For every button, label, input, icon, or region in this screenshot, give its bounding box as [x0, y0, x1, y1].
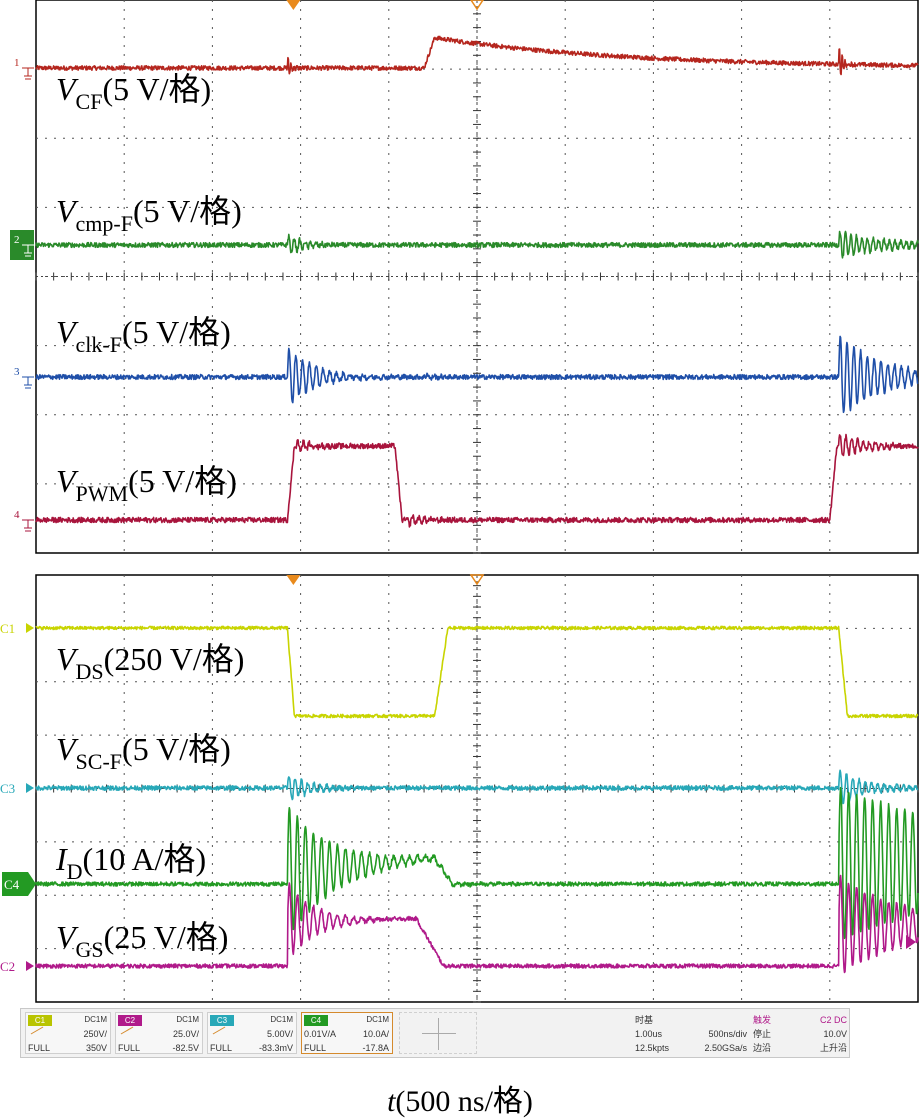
timebase-scale: 500ns/div: [708, 1029, 747, 1039]
slope-icon: [120, 1026, 134, 1035]
plus-icon-h: [422, 1033, 456, 1034]
channel-c1-box[interactable]: C1 DC1M 250V/ FULL 350V: [25, 1012, 111, 1054]
series-label: ID(10 A/格): [55, 841, 206, 884]
trigger-delay-icon: [469, 574, 485, 586]
channel-c3-coupling: DC1M: [270, 1015, 293, 1024]
channel-c2-badge: C2: [118, 1015, 142, 1026]
channel-marker-label: C1: [0, 621, 15, 636]
trace-4: [35, 433, 919, 528]
ground-icon: [22, 519, 34, 532]
scope-status-bar: C1 DC1M 250V/ FULL 350V C2 DC1M 25.0V/ F…: [20, 1008, 850, 1058]
ground-icon: [22, 376, 34, 389]
channel-c4-badge: C4: [304, 1015, 328, 1026]
channel-marker-label: 2: [14, 234, 20, 246]
trigger-delay-icon: [470, 0, 484, 11]
channel-c2-offset: -82.5V: [172, 1043, 199, 1053]
channel-c1-scale: 250V/: [83, 1029, 107, 1039]
channel-c4-coupling: DC1M: [366, 1015, 389, 1024]
channel-marker-arrow: [26, 623, 34, 633]
series-label: VCF(5 V/格): [56, 71, 211, 114]
channel-marker-arrow: [28, 872, 36, 896]
channel-c3-scale: 5.00V/: [266, 1029, 293, 1039]
channel-marker-label: 1: [14, 57, 20, 69]
trigger-source: C2 DC: [819, 1015, 847, 1025]
series-label: VPWM(5 V/格): [56, 463, 237, 506]
channel-marker-arrow: [26, 783, 34, 793]
channel-c2-coupling: DC1M: [176, 1015, 199, 1024]
trace-c3: [35, 769, 919, 805]
timebase-points: 12.5kpts: [635, 1043, 670, 1053]
channel-c3-box[interactable]: C3 DC1M 5.00V/ FULL -83.3mV: [207, 1012, 297, 1054]
trace-3: [35, 335, 919, 414]
trigger-edge: 上升沿: [819, 1043, 847, 1053]
channel-c4-bandwidth: FULL: [304, 1043, 327, 1053]
timebase-label: 时基: [635, 1015, 654, 1025]
timebase-box[interactable]: 时基 1.00us 500ns/div 12.5kpts 2.50GSa/s: [635, 1013, 747, 1055]
x-axis-label: t(500 ns/格): [0, 1076, 920, 1120]
x-axis-variable: t: [387, 1085, 396, 1118]
trigger-edge-label: 边沿: [753, 1043, 772, 1053]
slope-icon: [30, 1026, 44, 1035]
add-channel-button[interactable]: [399, 1012, 477, 1054]
plus-icon-v: [438, 1018, 439, 1050]
channel-c3-offset: -83.3mV: [258, 1043, 293, 1053]
series-label: VGS(25 V/格): [56, 919, 228, 962]
channel-c3-bandwidth: FULL: [210, 1043, 233, 1053]
trigger-level-icon: [906, 935, 916, 949]
trace-1: [35, 35, 919, 76]
trigger-box[interactable]: 触发 C2 DC 停止 10.0V 边沿 上升沿: [753, 1013, 847, 1055]
channel-marker-label: 4: [14, 509, 20, 521]
channel-marker-label: 3: [14, 366, 20, 378]
channel-marker-arrow: [26, 961, 34, 971]
timebase-delay: 1.00us: [635, 1029, 663, 1039]
slope-icon: [212, 1026, 226, 1035]
trace-c1: [35, 625, 919, 719]
x-axis-unit: (500 ns/格): [395, 1085, 533, 1118]
series-label: VDS(250 V/格): [56, 641, 244, 684]
trace-c4: [35, 786, 919, 940]
channel-c2-scale: 25.0V/: [172, 1029, 199, 1039]
channel-c4-probe: 0.01V/A: [304, 1029, 337, 1039]
series-label: VSC-F(5 V/格): [56, 731, 231, 774]
trigger-label: 触发: [753, 1015, 772, 1025]
scope-panel-top: 1 VCF(5 V/格) 2 Vcmp-F(5 V/格) 3 Vclk-F(5 V/格) 4…: [10, 0, 919, 554]
scope-panel-bottom: C1 VDS(250 V/格) C3 VSC-F(5 V/格) C4 ID(10 A/格)…: [0, 574, 919, 1003]
series-label: Vcmp-F(5 V/格): [56, 193, 242, 236]
channel-marker-bg: [2, 872, 28, 896]
channel-c4-offset: -17.8A: [362, 1043, 389, 1053]
trigger-position-icon: [286, 575, 301, 585]
series-label: Vclk-F(5 V/格): [56, 314, 231, 357]
trigger-state: 停止: [753, 1029, 772, 1039]
channel-c1-offset: 350V: [85, 1043, 107, 1053]
channel-c4-scale: 10.0A/: [362, 1029, 389, 1039]
timebase-rate: 2.50GSa/s: [704, 1043, 747, 1053]
channel-c1-coupling: DC1M: [84, 1015, 107, 1024]
channel-c3-badge: C3: [210, 1015, 234, 1026]
channel-c2-box[interactable]: C2 DC1M 25.0V/ FULL -82.5V: [115, 1012, 203, 1054]
channel-marker-label: C2: [0, 959, 15, 974]
channel-c1-badge: C1: [28, 1015, 52, 1026]
trigger-position-icon: [286, 0, 301, 10]
ground-icon: [22, 244, 34, 257]
channel-marker-label: C3: [0, 781, 15, 796]
channel-c4-box[interactable]: C4 DC1M 0.01V/A 10.0A/ FULL -17.8A: [301, 1012, 393, 1054]
trace-c2: [35, 874, 919, 974]
channel-c2-bandwidth: FULL: [118, 1043, 141, 1053]
channel-c1-bandwidth: FULL: [28, 1043, 51, 1053]
trace-2: [35, 230, 919, 259]
channel-marker-label: C4: [4, 877, 20, 892]
ground-icon: [22, 67, 34, 80]
trigger-level: 10.0V: [823, 1029, 847, 1039]
